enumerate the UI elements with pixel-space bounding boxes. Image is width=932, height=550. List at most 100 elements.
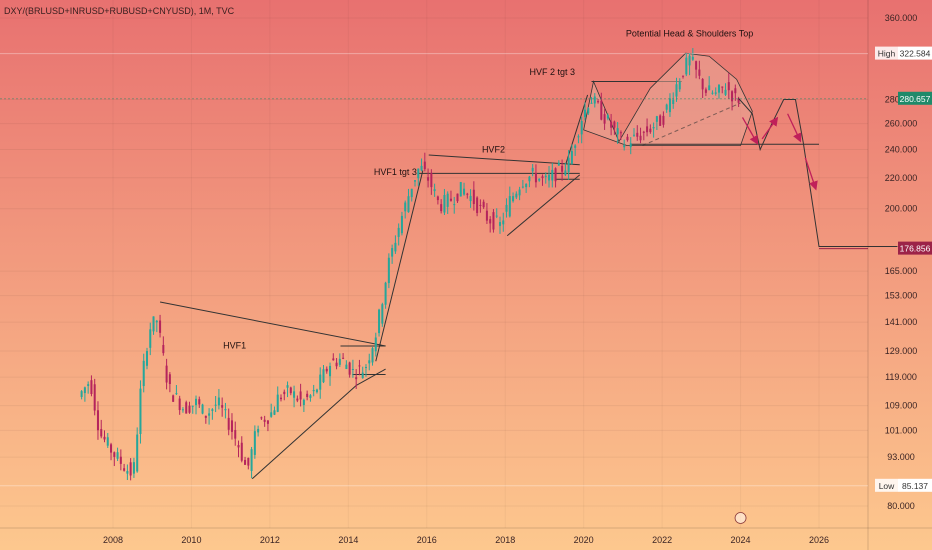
- candle-body: [708, 85, 711, 91]
- candle-body: [335, 362, 338, 367]
- candle-body: [240, 442, 243, 461]
- x-tick-label: 2016: [417, 535, 437, 545]
- candle-body: [175, 393, 178, 395]
- candle-body: [296, 398, 299, 401]
- candle-body: [701, 79, 704, 90]
- hvf1-breakout-line: [375, 170, 424, 362]
- candle-body: [289, 387, 292, 394]
- candle-body: [675, 84, 678, 97]
- candle-body: [574, 145, 577, 148]
- candle-body: [508, 196, 511, 217]
- x-tick-label: 2026: [809, 535, 829, 545]
- candle-body: [613, 121, 616, 128]
- candle-body: [358, 365, 361, 367]
- candle-body: [342, 357, 345, 359]
- candle-body: [492, 212, 495, 230]
- candle-body: [430, 172, 433, 188]
- candle-body: [410, 188, 413, 198]
- y-tick-label: 360.000: [885, 13, 918, 23]
- candle-body: [260, 417, 263, 419]
- candle-body: [309, 395, 312, 398]
- y-tick-label: 119.000: [885, 372, 917, 382]
- candle-body: [436, 196, 439, 201]
- x-tick-label: 2014: [338, 535, 358, 545]
- candle-body: [619, 132, 622, 134]
- hvf2-lower-line: [506, 174, 581, 237]
- candle-body: [159, 320, 162, 333]
- candle-body: [632, 134, 636, 136]
- candle-body: [116, 452, 119, 459]
- candle-body: [191, 405, 194, 407]
- candle-body: [515, 193, 518, 198]
- candle-body: [273, 410, 276, 415]
- candle-body: [606, 115, 609, 119]
- candle-body: [136, 434, 139, 472]
- candle-body: [453, 204, 456, 206]
- candle-body: [181, 409, 184, 411]
- candle-body: [257, 428, 260, 433]
- low-badge-value: 85.137: [902, 481, 928, 491]
- annotations: Potential Head & Shoulders Top HVF 2 tgt …: [223, 29, 753, 524]
- candle-body: [368, 360, 371, 364]
- candle-body: [315, 389, 318, 393]
- candle-body: [211, 409, 214, 411]
- candle-body: [463, 188, 466, 195]
- candle-body: [685, 57, 688, 75]
- y-tick-label: 153.000: [885, 291, 918, 301]
- candle-body: [345, 364, 348, 370]
- x-tick-label: 2010: [181, 535, 201, 545]
- candle-body: [459, 182, 462, 197]
- candle-body: [629, 143, 632, 148]
- candle-body: [145, 351, 149, 366]
- y-tick-label: 80.000: [887, 501, 915, 511]
- candle-body: [717, 84, 720, 93]
- candle-body: [495, 215, 498, 217]
- candle-body: [129, 462, 132, 476]
- x-tick-label: 2022: [652, 535, 672, 545]
- candle-body: [371, 348, 374, 363]
- candle-body: [466, 193, 469, 195]
- candle-body: [172, 395, 175, 402]
- candle-body: [80, 391, 83, 397]
- high-badge-label: High: [878, 49, 896, 59]
- candle-body: [695, 61, 698, 70]
- candle-body: [678, 81, 681, 90]
- candle-body: [149, 329, 152, 348]
- candle-body: [541, 176, 544, 179]
- candle-body: [217, 397, 220, 406]
- candle-body: [557, 162, 560, 166]
- candle-body: [286, 385, 289, 388]
- hvf1-lower-line: [251, 385, 357, 480]
- candle-body: [400, 215, 403, 234]
- candle-body: [691, 56, 694, 60]
- projection-arrow: [804, 157, 818, 191]
- candle-body: [325, 368, 328, 372]
- candle-body: [727, 82, 730, 91]
- y-tick-label: 200.000: [885, 204, 918, 214]
- high-badge-label-bg: [875, 46, 898, 60]
- y-axis[interactable]: 360.000280.000260.000240.000220.000200.0…: [867, 0, 918, 550]
- annotation-label: HVF2: [482, 144, 505, 154]
- candle-body: [332, 358, 335, 361]
- candle-body: [279, 397, 283, 400]
- candle-body: [227, 417, 230, 430]
- candle-body: [688, 55, 691, 66]
- candle-body: [106, 437, 109, 446]
- y-tick-label: 240.000: [885, 145, 918, 155]
- candle-body: [642, 131, 645, 133]
- candle-body: [178, 398, 181, 411]
- candle-body: [237, 445, 240, 448]
- candle-body: [528, 176, 531, 182]
- candle-body: [531, 167, 534, 172]
- candle-body: [351, 368, 354, 370]
- target-price-badge-value: 176.856: [900, 244, 931, 254]
- candle-body: [338, 358, 341, 365]
- candle-body: [299, 391, 302, 400]
- candle-body: [276, 394, 279, 412]
- candle-body: [263, 419, 266, 422]
- candle-body: [721, 86, 724, 88]
- candle-body: [355, 377, 358, 380]
- candle-body: [469, 195, 472, 202]
